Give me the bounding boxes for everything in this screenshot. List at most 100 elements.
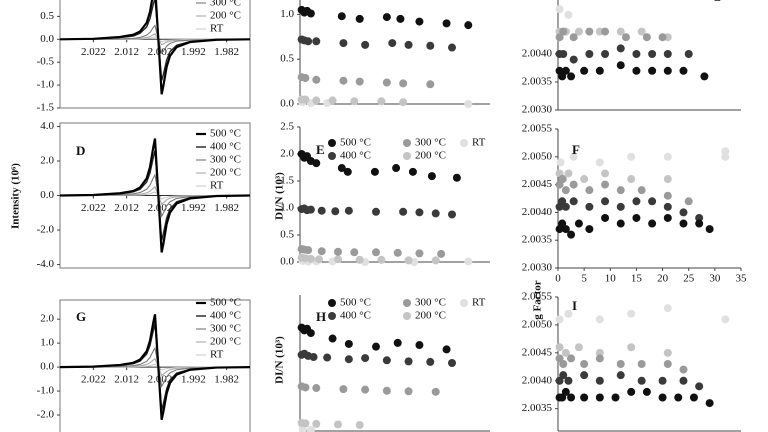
data-point [442,19,451,28]
y-tick-label: -2.0 [37,224,55,236]
data-point [595,348,604,357]
y-axis-label: DI/N (10³) [274,172,286,220]
data-point [567,230,576,239]
data-point [569,55,578,64]
data-point [627,387,636,396]
data-point [464,21,473,30]
data-point [569,197,578,206]
data-point [334,255,342,264]
spectrum-line [60,357,250,377]
data-point [344,355,353,364]
data-point [355,14,364,23]
legend-swatch [460,139,468,147]
y-tick-label: 2.0030 [522,104,553,116]
data-point [616,360,625,368]
x-tick-label: 1.982 [214,374,239,386]
data-point [616,44,625,53]
data-point [404,357,413,366]
data-point [663,152,672,161]
spectrum-line [59,138,251,253]
legend-swatch [328,152,336,160]
data-point [700,72,709,81]
data-point [312,96,321,105]
y-tick-label: 2.0050 [522,150,553,162]
data-point [399,79,408,88]
legend-label: RT [210,23,224,35]
data-point [561,186,570,195]
legend-label: 200 °C [210,167,241,179]
legend-label: 400 °C [210,141,241,153]
legend-swatch [403,152,411,160]
data-point [674,393,683,402]
data-point [595,158,604,167]
data-point [564,309,573,318]
data-point [382,13,391,22]
data-point [574,219,583,228]
data-point [561,387,570,396]
data-point [559,27,568,36]
data-point [464,257,473,266]
legend-label: 300 °C [415,297,446,309]
legend-label: 500 °C [340,137,371,149]
y-tick-label: 0.0 [40,361,54,373]
x-tick-label: 2.012 [114,46,139,58]
y-tick-label: 2.0035 [522,402,553,414]
x-tick-label: 35 [736,273,748,285]
data-point [312,419,321,428]
legend-label: 500 °C [210,128,241,140]
data-point [567,354,576,363]
y-tick-label: 0.0 [280,256,294,268]
panel-label: D [76,143,85,158]
data-point [448,210,456,219]
y-tick-label: 1.0 [40,337,54,349]
legend-label: 400 °C [210,310,241,322]
data-point [306,254,315,263]
legend-label: 200 °C [415,310,446,322]
data-point [555,343,564,352]
plot-frame [59,0,251,109]
data-point [415,208,424,217]
y-tick-label: 2.0045 [522,178,553,190]
data-point [555,315,564,324]
data-point [426,41,435,50]
data-point [684,50,693,58]
legend-label: 500 °C [340,297,371,309]
data-point [561,225,570,234]
y-tick-label: 2.0 [280,148,294,160]
data-point [344,206,353,215]
data-point [585,225,594,234]
y-tick-label: -4.0 [37,258,55,270]
x-tick-label: 2.012 [114,202,139,214]
data-point [561,202,570,211]
legend-swatch [328,139,336,147]
data-point [334,247,342,256]
data-point [585,50,594,58]
x-tick-label: 1.982 [214,202,239,214]
data-point [301,74,310,83]
data-point [695,219,704,228]
data-point [595,315,604,324]
x-tick-label: 1.982 [214,46,239,58]
y-tick-label: 2.0040 [522,48,553,60]
data-point [684,197,693,206]
data-point [616,219,625,228]
data-point [616,186,625,195]
data-point [663,50,672,58]
data-point [658,393,667,402]
data-point [561,348,570,357]
data-point [452,173,461,182]
panel-label: E [316,142,325,157]
data-point [585,27,594,36]
data-point [564,376,573,385]
data-point [556,158,565,167]
y-tick-label: 2.5 [280,121,294,133]
data-point [721,147,730,156]
data-point [361,40,370,49]
data-point [415,249,424,258]
data-point [616,371,625,380]
data-point [663,304,672,313]
y-tick-label: 0.0 [280,98,294,110]
data-point [426,80,435,89]
data-point [301,419,310,428]
data-point [304,246,313,255]
